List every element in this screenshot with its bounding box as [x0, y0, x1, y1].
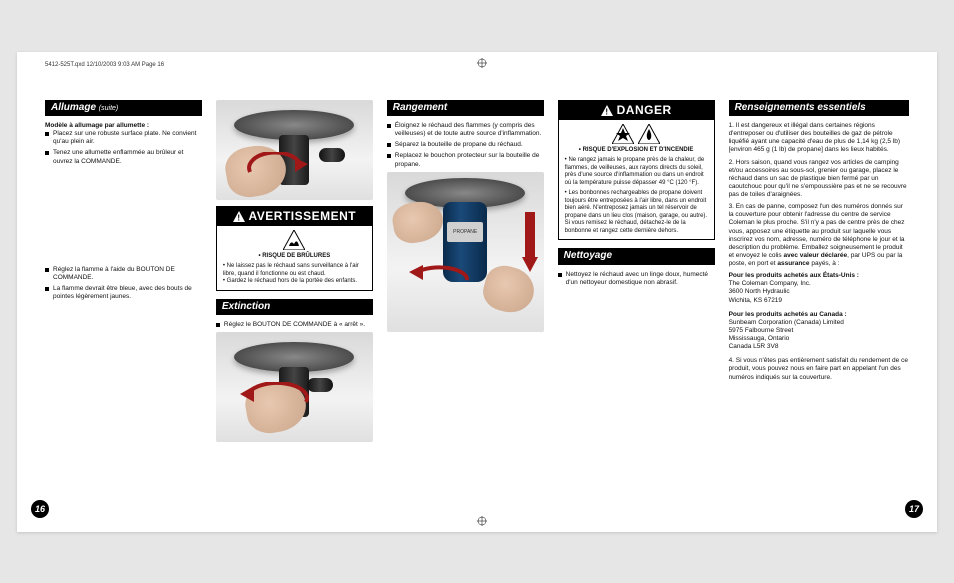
section-title: Rangement	[393, 102, 447, 113]
crop-mark-bottom	[477, 516, 487, 526]
warning-body: • RISQUE D'EXPLOSION ET D'INCENDIE • Ne …	[559, 120, 714, 240]
section-rangement: Rangement	[387, 100, 544, 117]
warning-body: • RISQUE DE BRÛLURES • Ne laissez pas le…	[217, 226, 372, 290]
para: 1. Il est dangereux et illégal dans cert…	[729, 122, 909, 155]
para: 2. Hors saison, quand vous rangez vos ar…	[729, 159, 909, 200]
warning-avertissement: ! AVERTISSEMENT • RISQUE DE BRÛLURES • N…	[216, 206, 373, 291]
para: 3. En cas de panne, composez l'un des nu…	[729, 203, 909, 268]
section-title: Nettoyage	[564, 250, 612, 261]
list-item: Replacez le bouchon protecteur sur la bo…	[387, 152, 544, 168]
address-line: 5975 Falbourne Street	[729, 327, 909, 335]
section-extinction: Extinction	[216, 299, 373, 316]
crop-mark-top	[477, 58, 487, 68]
extinction-list: Réglez le BOUTON DE COMMANDE à « arrêt »…	[216, 321, 373, 329]
address-line: 3600 North Hydraulic	[729, 288, 909, 296]
list-item: Placez sur une robuste surface plate. Ne…	[45, 130, 202, 146]
list-item: Séparez la bouteille de propane du récha…	[387, 141, 544, 149]
photo-turn-off	[216, 332, 373, 442]
columns: Allumage (suite) Modèle à allumage par a…	[45, 100, 909, 500]
warning-danger: ! DANGER • RISQUE D'EXPLOSION ET D'INCEN…	[558, 100, 715, 241]
address-line: Mississauga, Ontario	[729, 335, 909, 343]
warning-header: ! DANGER	[559, 101, 714, 120]
col-photo-warning: ! AVERTISSEMENT • RISQUE DE BRÛLURES • N…	[216, 100, 373, 500]
warn-line: • Ne laissez pas le réchaud sans surveil…	[223, 263, 366, 278]
section-allumage: Allumage (suite)	[45, 100, 202, 117]
list-item: Réglez le BOUTON DE COMMANDE à « arrêt »…	[216, 321, 373, 329]
address-heading: Pour les produits achetés au Canada :	[729, 311, 909, 319]
list-item: Tenez une allumette enflammée au brûleur…	[45, 149, 202, 165]
fire-hazard-icon	[638, 124, 660, 144]
section-title: Renseignements essentiels	[735, 102, 866, 113]
section-title: Allumage	[51, 102, 96, 113]
explosion-hazard-icon	[612, 124, 634, 144]
section-nettoyage: Nettoyage	[558, 248, 715, 265]
address-heading: Pour les produits achetés aux États-Unis…	[729, 272, 909, 280]
col-renseignements: Renseignements essentiels 1. Il est dang…	[729, 100, 909, 500]
address-line: Sunbeam Corporation (Canada) Limited	[729, 319, 909, 327]
address-ca: Pour les produits achetés au Canada : Su…	[729, 311, 909, 352]
photo-remove-cylinder: PROPANE	[387, 172, 544, 332]
warn-line: • Ne rangez jamais le propane près de la…	[565, 157, 708, 187]
photo-lighting-stove	[216, 100, 373, 200]
col-allumage: Allumage (suite) Modèle à allumage par a…	[45, 100, 202, 500]
rangement-list: Éloignez le réchaud des flammes (y compr…	[387, 122, 544, 169]
list-item: La flamme devrait être bleue, avec des b…	[45, 285, 202, 301]
col-rangement: Rangement Éloignez le réchaud des flamme…	[387, 100, 544, 500]
address-line: Wichita, KS 67219	[729, 297, 909, 305]
page-number-right: 17	[905, 500, 923, 518]
address-us: Pour les produits achetés aux États-Unis…	[729, 272, 909, 305]
warn-line: • Gardez le réchaud hors de la portée de…	[223, 278, 366, 286]
list-item: Réglez la flamme à l'aide du BOUTON DE C…	[45, 266, 202, 282]
list-item: Nettoyez le réchaud avec un linge doux, …	[558, 271, 715, 287]
section-renseignements: Renseignements essentiels	[729, 100, 909, 117]
risk-label: • RISQUE D'EXPLOSION ET D'INCENDIE	[565, 147, 708, 155]
warn-line: • Les bonbonnes rechargeables de propane…	[565, 190, 708, 235]
risk-label: • RISQUE DE BRÛLURES	[223, 253, 366, 261]
svg-text:!: !	[237, 213, 240, 222]
nettoyage-list: Nettoyez le réchaud avec un linge doux, …	[558, 271, 715, 287]
warning-title: DANGER	[617, 103, 672, 118]
page-number-left: 16	[31, 500, 49, 518]
address-line: Canada L5R 3V8	[729, 343, 909, 351]
para: 4. Si vous n'êtes pas entièrement satisf…	[729, 357, 909, 381]
warning-triangle-icon: !	[233, 211, 245, 222]
svg-text:!: !	[605, 107, 608, 116]
cylinder-label: PROPANE	[447, 222, 483, 242]
print-header: 5412-525T.qxd 12/10/2003 9:03 AM Page 16	[45, 62, 164, 68]
burn-hazard-icon	[283, 230, 305, 250]
address-line: The Coleman Company, Inc.	[729, 280, 909, 288]
section-subtitle: (suite)	[99, 105, 118, 112]
list-item: Éloignez le réchaud des flammes (y compr…	[387, 122, 544, 138]
ignition-heading: Modèle à allumage par allumette :	[45, 122, 202, 130]
ignition-list-bottom: Réglez la flamme à l'aide du BOUTON DE C…	[45, 266, 202, 302]
manual-page-spread: 5412-525T.qxd 12/10/2003 9:03 AM Page 16…	[17, 52, 937, 532]
warning-title: AVERTISSEMENT	[249, 209, 357, 224]
warning-triangle-icon: !	[601, 105, 613, 116]
col-danger-nettoyage: ! DANGER • RISQUE D'EXPLOSION ET D'INCEN…	[558, 100, 715, 500]
ignition-list-top: Placez sur une robuste surface plate. Ne…	[45, 130, 202, 166]
section-title: Extinction	[222, 301, 270, 312]
warning-header: ! AVERTISSEMENT	[217, 207, 372, 226]
